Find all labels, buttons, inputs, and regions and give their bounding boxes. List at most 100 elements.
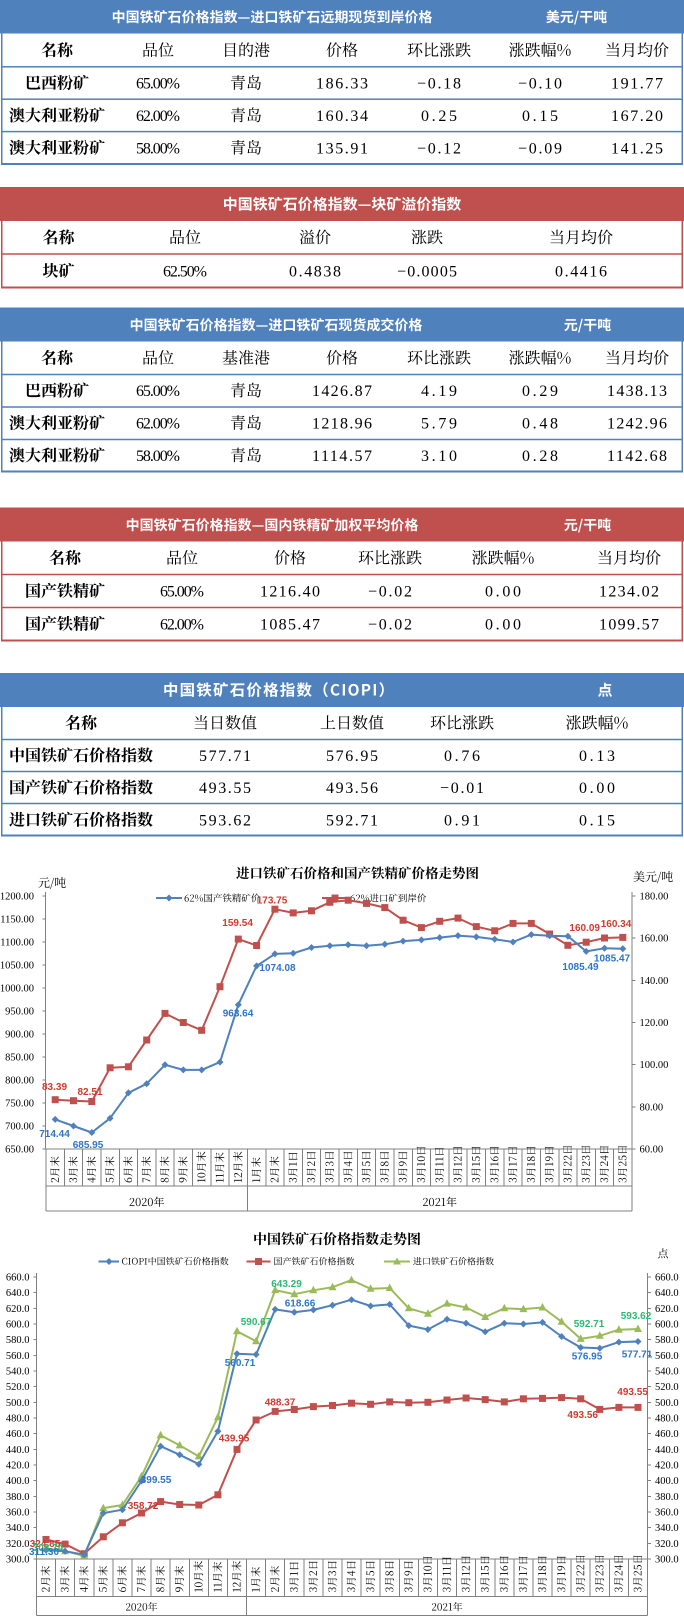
svg-text:963.64: 963.64 [223, 1009, 254, 1020]
svg-text:−0.09: −0.09 [518, 140, 562, 157]
svg-text:−0.01: −0.01 [440, 780, 484, 797]
svg-text:167.20: 167.20 [611, 108, 663, 125]
svg-text:62.00%: 62.00% [136, 108, 180, 125]
svg-text:640.0: 640.0 [655, 1288, 679, 1299]
svg-text:592.71: 592.71 [326, 812, 378, 829]
svg-text:1200.00: 1200.00 [0, 892, 34, 903]
svg-text:1085.49: 1085.49 [562, 962, 599, 973]
svg-text:480.0: 480.0 [655, 1414, 679, 1425]
svg-text:660.0: 660.0 [6, 1273, 30, 1284]
svg-text:160.34: 160.34 [601, 919, 632, 930]
svg-text:360.0: 360.0 [655, 1508, 679, 1519]
svg-text:576.95: 576.95 [326, 748, 378, 765]
svg-text:308.74: 308.74 [33, 1543, 64, 1554]
svg-text:593.62: 593.62 [199, 812, 251, 829]
svg-text:65.00%: 65.00% [160, 584, 204, 601]
svg-text:4.19: 4.19 [421, 383, 457, 400]
svg-text:620.0: 620.0 [655, 1304, 679, 1315]
svg-text:439.95: 439.95 [219, 1434, 250, 1445]
svg-text:60.00: 60.00 [640, 1145, 664, 1156]
svg-text:1426.87: 1426.87 [312, 383, 372, 400]
svg-text:1142.68: 1142.68 [607, 448, 667, 465]
svg-text:400.0: 400.0 [655, 1476, 679, 1487]
svg-text:65.00%: 65.00% [136, 383, 180, 400]
svg-text:80.00: 80.00 [640, 1102, 664, 1113]
svg-text:560.0: 560.0 [6, 1351, 30, 1362]
svg-text:592.71: 592.71 [574, 1319, 605, 1330]
svg-text:593.62: 593.62 [621, 1311, 652, 1322]
svg-text:135.91: 135.91 [316, 140, 368, 157]
svg-text:159.54: 159.54 [222, 918, 253, 929]
svg-text:420.0: 420.0 [655, 1461, 679, 1472]
svg-text:0.76: 0.76 [444, 748, 480, 765]
svg-text:324.85: 324.85 [30, 1539, 61, 1550]
svg-text:340.0: 340.0 [655, 1523, 679, 1534]
svg-text:1100.00: 1100.00 [0, 938, 34, 949]
svg-text:480.0: 480.0 [6, 1414, 30, 1425]
svg-text:141.25: 141.25 [611, 140, 663, 157]
svg-text:0.00: 0.00 [579, 780, 615, 797]
svg-text:3.10: 3.10 [421, 448, 457, 465]
svg-text:576.95: 576.95 [572, 1352, 603, 1363]
svg-text:300.0: 300.0 [6, 1555, 30, 1566]
svg-text:0.91: 0.91 [444, 812, 480, 829]
svg-text:340.0: 340.0 [6, 1523, 30, 1534]
svg-text:500.0: 500.0 [655, 1398, 679, 1409]
svg-text:380.0: 380.0 [6, 1492, 30, 1503]
svg-text:950.00: 950.00 [5, 1007, 34, 1018]
svg-text:−0.02: −0.02 [368, 584, 412, 601]
svg-text:0.15: 0.15 [522, 108, 558, 125]
svg-text:58.00%: 58.00% [136, 140, 180, 157]
svg-text:640.0: 640.0 [6, 1288, 30, 1299]
svg-text:560.0: 560.0 [655, 1351, 679, 1362]
svg-text:0.4838: 0.4838 [289, 264, 341, 281]
svg-text:0.15: 0.15 [579, 812, 615, 829]
svg-text:−0.12: −0.12 [417, 140, 461, 157]
svg-text:5.79: 5.79 [421, 416, 457, 433]
svg-text:580.0: 580.0 [655, 1335, 679, 1346]
svg-text:300.0: 300.0 [655, 1555, 679, 1566]
svg-text:120.00: 120.00 [640, 1018, 669, 1029]
svg-text:600.0: 600.0 [6, 1320, 30, 1331]
svg-text:320.0: 320.0 [655, 1539, 679, 1550]
svg-text:560.71: 560.71 [225, 1358, 256, 1369]
svg-text:500.0: 500.0 [6, 1398, 30, 1409]
svg-text:540.0: 540.0 [6, 1367, 30, 1378]
svg-text:360.0: 360.0 [6, 1508, 30, 1519]
svg-text:590.67: 590.67 [241, 1317, 272, 1328]
svg-text:320.0: 320.0 [6, 1539, 30, 1550]
svg-text:1234.02: 1234.02 [599, 584, 659, 601]
svg-text:160.09: 160.09 [569, 923, 600, 934]
svg-text:0.48: 0.48 [522, 416, 558, 433]
svg-text:520.0: 520.0 [655, 1382, 679, 1393]
svg-text:440.0: 440.0 [6, 1445, 30, 1456]
svg-text:83.39: 83.39 [42, 1082, 67, 1093]
svg-text:618.66: 618.66 [285, 1299, 316, 1310]
svg-text:−0.0005: −0.0005 [397, 264, 457, 281]
svg-text:650.00: 650.00 [5, 1145, 34, 1156]
svg-text:900.00: 900.00 [5, 1030, 34, 1041]
svg-text:0.13: 0.13 [579, 748, 615, 765]
svg-text:1218.96: 1218.96 [312, 416, 372, 433]
svg-text:493.55: 493.55 [199, 780, 251, 797]
svg-text:0.29: 0.29 [522, 383, 558, 400]
svg-text:520.0: 520.0 [6, 1382, 30, 1393]
svg-text:100.00: 100.00 [640, 1060, 669, 1071]
svg-text:420.0: 420.0 [6, 1461, 30, 1472]
svg-text:0.00: 0.00 [485, 584, 521, 601]
svg-text:−0.02: −0.02 [368, 617, 412, 634]
svg-text:186.33: 186.33 [316, 76, 368, 93]
svg-text:0.4416: 0.4416 [555, 264, 607, 281]
svg-text:1242.96: 1242.96 [607, 416, 667, 433]
svg-text:62.00%: 62.00% [160, 617, 204, 634]
svg-text:540.0: 540.0 [655, 1367, 679, 1378]
svg-text:399.55: 399.55 [141, 1475, 172, 1486]
svg-text:643.29: 643.29 [271, 1279, 302, 1290]
svg-text:0.00: 0.00 [485, 617, 521, 634]
svg-text:140.00: 140.00 [640, 976, 669, 987]
svg-text:850.00: 850.00 [5, 1053, 34, 1064]
svg-text:577.71: 577.71 [199, 748, 251, 765]
svg-text:577.71: 577.71 [622, 1350, 653, 1361]
svg-text:600.0: 600.0 [655, 1320, 679, 1331]
svg-text:460.0: 460.0 [6, 1429, 30, 1440]
